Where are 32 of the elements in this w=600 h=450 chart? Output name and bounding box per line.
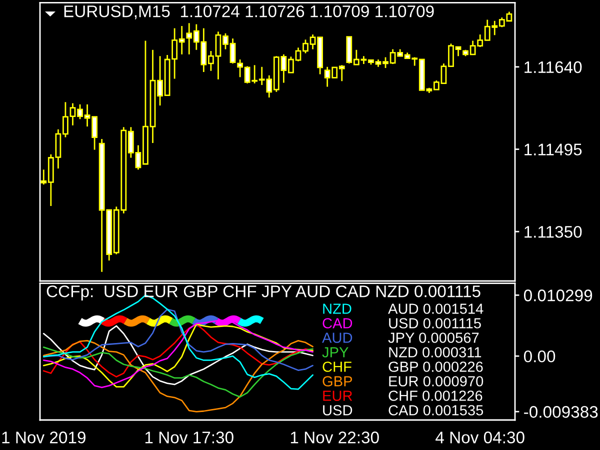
annotation: NZD 0.000311 bbox=[389, 347, 482, 358]
y-tick-label: 0.010299 bbox=[524, 290, 592, 302]
series-label: CHF bbox=[322, 362, 352, 372]
x-tick-label: 1 Nov 2019 bbox=[2, 432, 86, 444]
y-tick-label: 1.11640 bbox=[524, 61, 582, 74]
series-label: CAD bbox=[322, 318, 352, 328]
line-series bbox=[42, 308, 314, 371]
y-tick-label: 1.11495 bbox=[524, 144, 582, 156]
annotation: AUD 0.001514 bbox=[388, 304, 484, 314]
text: EUR bbox=[323, 390, 352, 401]
series-label: AUD bbox=[322, 332, 352, 343]
x-tick-label: 4 Nov 04:30 bbox=[436, 432, 524, 444]
y-tick-label: 0.00 bbox=[524, 350, 556, 362]
line-series bbox=[42, 346, 314, 398]
annotation: GBP 0.000226 bbox=[388, 362, 483, 372]
line-series bbox=[42, 340, 314, 412]
line-series bbox=[42, 323, 314, 378]
chart-title: CCFp: USD EUR GBP CHF JPY AUD CAD NZD 0.001115 bbox=[46, 285, 480, 301]
annotation: CHF 0.001226 bbox=[388, 390, 482, 401]
text: NZD bbox=[323, 304, 352, 314]
series-label: JPY bbox=[322, 347, 348, 358]
annotation: EUR 0.000970 bbox=[389, 376, 484, 386]
x-tick-label: 1 Nov 17:30 bbox=[145, 432, 234, 444]
annotation: CAD 0.001535 bbox=[388, 405, 484, 416]
y-tick-label: -0.009383 bbox=[524, 406, 598, 418]
annotation: JPY 0.000567 bbox=[388, 332, 479, 343]
text: GBP bbox=[322, 376, 352, 386]
chart-title: EURUSD,M15 1.10724 1.10726 1.10709 1.10709 bbox=[64, 5, 434, 20]
x-tick-label: 1 Nov 22:30 bbox=[290, 432, 379, 444]
y-tick-label: 1.11350 bbox=[524, 226, 582, 238]
text: USD bbox=[323, 405, 352, 416]
annotation: USD 0.001115 bbox=[389, 318, 481, 328]
